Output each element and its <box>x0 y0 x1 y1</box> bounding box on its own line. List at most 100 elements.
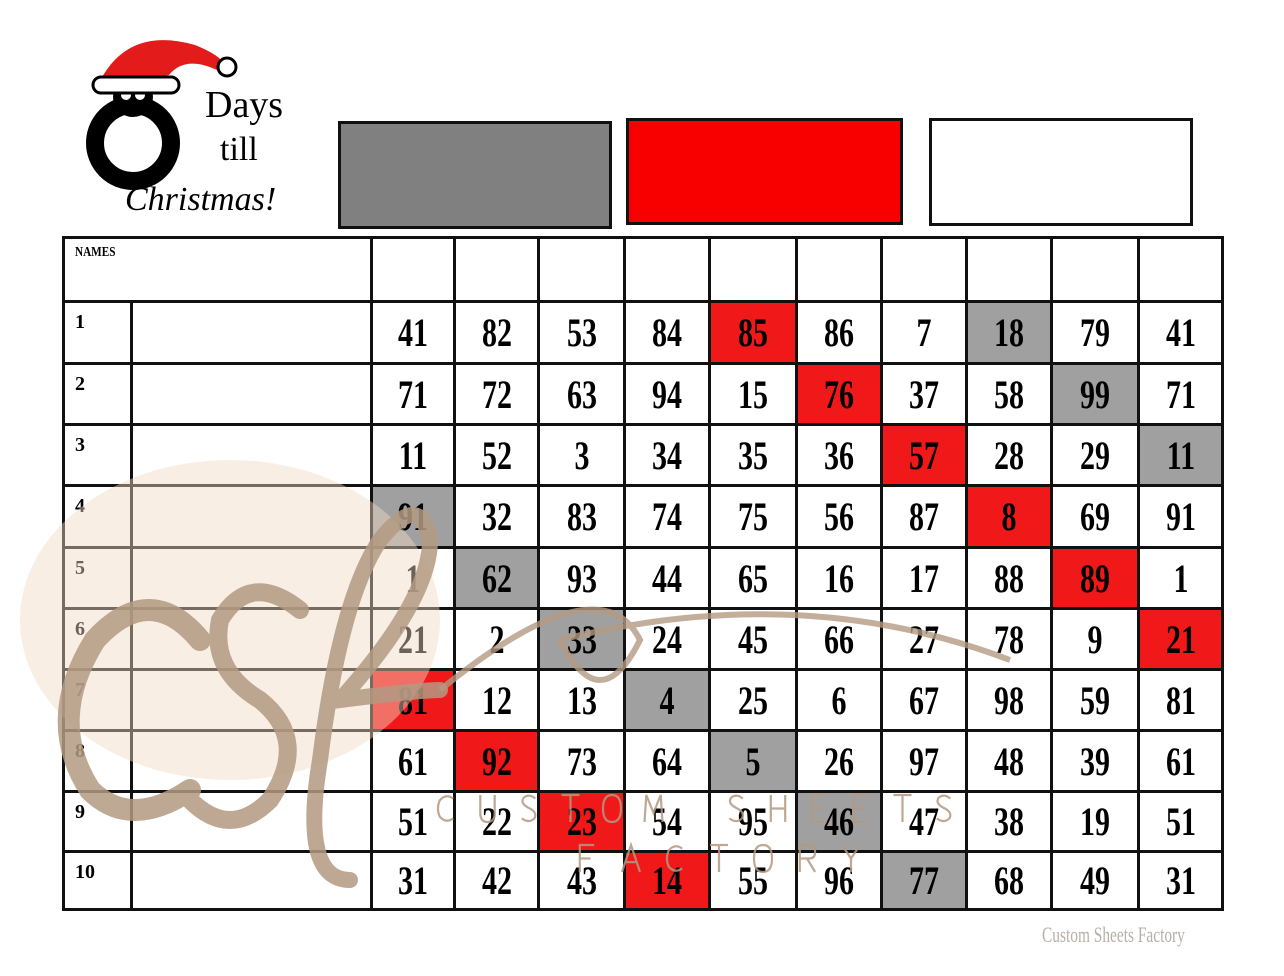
number-value: 1 <box>1173 555 1188 601</box>
row-number: 6 <box>62 607 133 671</box>
number-value: 18 <box>994 310 1024 355</box>
number-value: 37 <box>909 371 939 417</box>
grid-row: 4 91 32 83 74 75 56 87 8 69 91 <box>62 484 1224 549</box>
number-cell: 12 <box>453 668 540 732</box>
number-value: 27 <box>909 616 939 662</box>
header-cell[interactable] <box>1137 236 1224 303</box>
number-cell: 22 <box>453 790 540 853</box>
number-cell: 17 <box>880 546 968 610</box>
number-cell: 33 <box>537 607 626 671</box>
number-cell: 84 <box>623 300 711 365</box>
number-value: 55 <box>738 858 768 903</box>
number-cell: 95 <box>708 790 798 853</box>
number-value: 38 <box>994 799 1024 844</box>
names-label: NAMES <box>75 245 116 260</box>
header-cell[interactable] <box>623 236 711 303</box>
days-till-christmas-logo: Days till Christmas! <box>86 40 283 218</box>
number-value: 86 <box>824 310 854 355</box>
number-cell: 82 <box>453 300 540 365</box>
number-cell: 99 <box>1050 362 1140 426</box>
name-cell[interactable] <box>130 790 373 853</box>
name-cell[interactable] <box>130 546 373 610</box>
number-cell: 48 <box>965 729 1053 793</box>
number-value: 51 <box>398 799 428 844</box>
number-cell: 61 <box>370 729 456 793</box>
number-value: 97 <box>909 738 939 784</box>
number-value: 51 <box>1165 799 1196 844</box>
number-cell: 8 <box>965 484 1053 549</box>
number-value: 59 <box>1080 677 1110 723</box>
header-cell[interactable] <box>795 236 883 303</box>
number-value: 25 <box>738 677 768 723</box>
header-cell[interactable] <box>370 236 456 303</box>
grid-row: 7 81 12 13 4 25 6 67 98 59 81 <box>62 668 1224 732</box>
number-cell: 23 <box>537 790 626 853</box>
number-cell: 45 <box>708 607 798 671</box>
number-value: 61 <box>398 738 428 784</box>
number-value: 84 <box>652 310 682 355</box>
number-value: 31 <box>1165 858 1196 903</box>
number-cell: 56 <box>795 484 883 549</box>
name-cell[interactable] <box>130 300 373 365</box>
number-cell: 68 <box>965 850 1053 911</box>
number-cell: 85 <box>708 300 798 365</box>
number-cell: 16 <box>795 546 883 610</box>
name-cell[interactable] <box>130 362 373 426</box>
number-cell: 3 <box>537 423 626 487</box>
number-cell: 11 <box>1137 423 1224 487</box>
header-row: NAMES <box>62 236 1224 303</box>
row-number: 4 <box>62 484 133 549</box>
grid-row: 8 61 92 73 64 5 26 97 48 39 61 <box>62 729 1224 793</box>
header-cell[interactable] <box>880 236 968 303</box>
number-value: 41 <box>1165 310 1196 355</box>
number-cell: 1 <box>370 546 456 610</box>
logo-line2: till <box>220 131 258 168</box>
row-number: 9 <box>62 790 133 853</box>
number-value: 52 <box>481 432 512 478</box>
name-cell[interactable] <box>130 423 373 487</box>
number-value: 17 <box>909 555 939 601</box>
grid-row: 2 71 72 63 94 15 76 37 58 99 71 <box>62 362 1224 426</box>
number-cell: 44 <box>623 546 711 610</box>
red-color-box <box>626 118 903 225</box>
name-cell[interactable] <box>130 484 373 549</box>
number-value: 1 <box>405 555 421 601</box>
number-value: 12 <box>481 677 512 723</box>
header-cell[interactable] <box>537 236 626 303</box>
header-cell[interactable] <box>1050 236 1140 303</box>
number-value: 21 <box>398 616 428 662</box>
number-cell: 76 <box>795 362 883 426</box>
number-cell: 86 <box>795 300 883 365</box>
number-cell: 41 <box>370 300 456 365</box>
number-cell: 83 <box>537 484 626 549</box>
number-value: 88 <box>994 555 1024 601</box>
number-value: 26 <box>824 738 854 784</box>
number-value: 16 <box>824 555 854 601</box>
number-value: 8 <box>1001 494 1017 539</box>
header-cell[interactable] <box>708 236 798 303</box>
header-cell[interactable] <box>965 236 1053 303</box>
name-cell[interactable] <box>130 729 373 793</box>
number-cell: 14 <box>623 850 711 911</box>
number-cell: 57 <box>880 423 968 487</box>
header-cell[interactable] <box>453 236 540 303</box>
number-value: 82 <box>481 310 512 355</box>
number-cell: 65 <box>708 546 798 610</box>
number-cell: 5 <box>708 729 798 793</box>
number-cell: 89 <box>1050 546 1140 610</box>
name-cell[interactable] <box>130 668 373 732</box>
number-value: 11 <box>1166 432 1195 478</box>
number-value: 95 <box>738 799 768 844</box>
number-cell: 54 <box>623 790 711 853</box>
number-cell: 36 <box>795 423 883 487</box>
number-value: 77 <box>909 858 939 903</box>
name-cell[interactable] <box>130 607 373 671</box>
number-cell: 62 <box>453 546 540 610</box>
number-cell: 63 <box>537 362 626 426</box>
number-cell: 64 <box>623 729 711 793</box>
number-cell: 32 <box>453 484 540 549</box>
number-value: 81 <box>1165 677 1196 723</box>
number-value: 65 <box>738 555 768 601</box>
name-cell[interactable] <box>130 850 373 911</box>
number-value: 92 <box>481 738 512 784</box>
